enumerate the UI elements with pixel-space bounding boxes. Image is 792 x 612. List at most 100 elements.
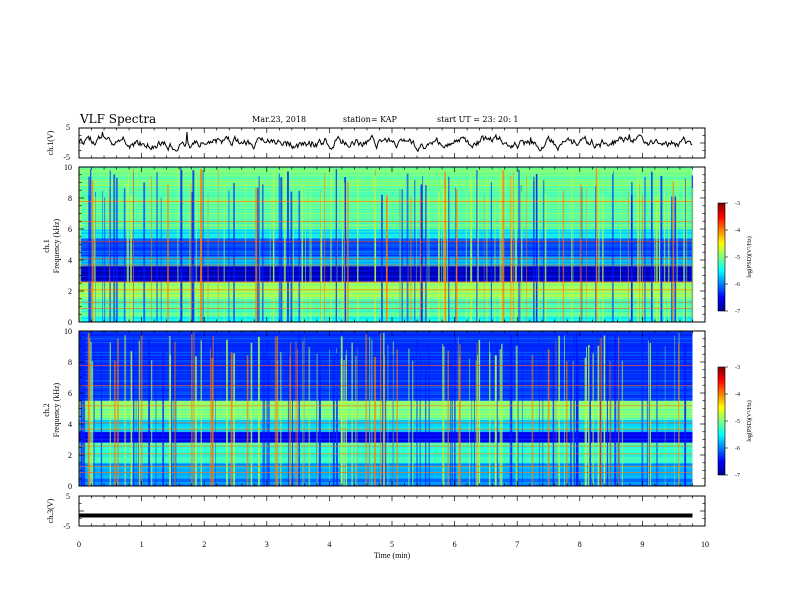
ch2-spectrogram-ticks: 0 2 4 6 8 10	[64, 327, 706, 491]
spectrogram-streak	[297, 349, 298, 486]
spectrogram-texture	[79, 193, 693, 195]
spectrogram-streak	[162, 352, 165, 486]
y-tick-label: 8	[68, 194, 72, 203]
spectrogram-streak	[87, 333, 90, 486]
spectrogram-streak	[140, 334, 143, 486]
spectrogram-texture	[79, 211, 693, 213]
spectrogram-streak	[684, 344, 687, 486]
spectrogram-texture	[79, 340, 693, 342]
spectrogram-streak	[200, 339, 202, 486]
spectrogram-streak	[494, 197, 496, 322]
spectrogram-streak	[612, 171, 614, 322]
spectrogram-streak	[109, 170, 111, 322]
ch1-spectrogram-panel: 0 2 4 6 8 10 ch.1 Frequency (kHz)	[42, 163, 706, 327]
spectrogram-streak	[257, 187, 259, 322]
figure-title: VLF Spectra	[79, 112, 156, 126]
spectrogram-streak	[641, 334, 644, 486]
spectrogram-texture	[79, 338, 693, 339]
spectrogram-texture	[79, 168, 693, 170]
spectrogram-streak	[330, 175, 332, 322]
spectrogram-texture	[79, 316, 693, 318]
spectrogram-streak	[522, 346, 524, 486]
spectrogram-streak	[143, 182, 146, 322]
header-date: Mar.23, 2018	[252, 115, 306, 124]
spectrogram-streak	[674, 335, 676, 486]
spectrogram-streak	[573, 337, 575, 486]
spectrogram-streak	[410, 358, 413, 486]
spectrogram-texture	[79, 309, 693, 311]
spectrogram-streak	[175, 344, 177, 486]
spectrogram-streak	[170, 337, 173, 486]
spectrogram-texture	[79, 272, 693, 273]
ch2-colorbar-ticks: -3 -4 -5 -6 -7	[725, 365, 740, 479]
spectrogram-texture	[79, 197, 693, 199]
ch2-spectrogram-panel: 0 2 4 6 8 10 ch.2 Frequency (kHz)	[42, 327, 706, 491]
spectrogram-carrier-line	[79, 301, 693, 303]
spectrogram-streak	[678, 342, 680, 486]
spectrogram-streak	[93, 345, 95, 486]
spectrogram-carrier-line	[79, 289, 693, 291]
y-tick-label: 6	[68, 225, 72, 234]
x-tick-label: 3	[265, 540, 269, 549]
spectrogram-streak	[290, 191, 293, 322]
spectrogram-streak	[298, 190, 301, 322]
spectrogram-streak	[173, 346, 175, 486]
colorbar-tick-label: -5	[735, 419, 740, 425]
colorbar-tick-label: -6	[735, 446, 740, 452]
time-axis-tick-labels: 0 1 2 3 4 5 6 7 8 9 10	[77, 540, 709, 549]
spectrogram-texture	[79, 298, 693, 300]
spectrogram-streak	[595, 168, 598, 322]
spectrogram-streak	[190, 183, 192, 322]
spectrogram-texture	[79, 255, 693, 256]
spectrogram-texture	[79, 262, 693, 263]
spectrogram-texture	[79, 176, 693, 178]
ch2-spectrogram-image	[79, 331, 693, 486]
ch2-colorbar-gradient	[717, 366, 726, 476]
spectrogram-texture	[79, 183, 693, 185]
ch1-colorbar-ticks: -3 -4 -5 -6 -7	[725, 201, 740, 315]
spectrogram-streak	[598, 181, 600, 322]
spectrogram-streak	[558, 335, 560, 486]
spectrogram-streak	[295, 341, 297, 486]
spectrogram-streak	[425, 185, 427, 322]
spectrogram-streak	[332, 357, 335, 486]
spectrogram-streak	[465, 189, 467, 322]
spectrogram-texture	[79, 209, 693, 210]
spectrogram-streak	[287, 339, 289, 486]
spectrogram-streak	[609, 361, 612, 486]
spectrogram-streak	[301, 185, 304, 322]
spectrogram-streak	[658, 192, 661, 322]
spectrogram-streak	[80, 190, 82, 322]
spectrogram-streak	[408, 348, 410, 486]
spectrogram-carrier-line	[79, 241, 693, 243]
spectrogram-streak	[441, 168, 443, 322]
ch3-waveform-panel: 5 -5 ch.3(V) 0 1 2 3 4 5 6 7 8 9 10 Time (min)	[46, 492, 709, 560]
spectrogram-streak	[510, 333, 513, 486]
spectrogram-texture	[79, 290, 693, 291]
spectrogram-streak	[514, 188, 517, 322]
ch1-spectrogram-ticks: 0 2 4 6 8 10	[64, 163, 706, 327]
spectrogram-streak	[127, 173, 130, 322]
spectrogram-texture	[79, 251, 693, 252]
spectrogram-streak	[336, 179, 338, 322]
spectrogram-streak	[344, 177, 347, 322]
y-tick-label: 4	[68, 420, 72, 429]
spectrogram-streak	[396, 349, 398, 486]
y-tick-label: 10	[64, 327, 72, 336]
spectrogram-streak	[148, 338, 150, 486]
spectrogram-streak	[329, 349, 330, 486]
spectrogram-streak	[233, 353, 235, 486]
x-tick-label: 4	[327, 540, 331, 549]
spectrogram-streak	[292, 349, 293, 486]
spectrogram-texture	[79, 286, 693, 287]
spectrogram-texture	[79, 300, 693, 301]
spectrogram-streak	[130, 194, 132, 322]
spectrogram-streak	[499, 349, 502, 486]
spectrogram-streak	[595, 185, 596, 322]
ch1-colorbar-label: log(PSD)(V²/Hz)	[746, 236, 753, 277]
spectrogram-streak	[455, 187, 457, 322]
spectrogram-texture	[79, 210, 693, 212]
spectrogram-streak	[676, 178, 678, 322]
ch3-ytick-top: 5	[66, 492, 70, 501]
spectrogram-texture	[79, 305, 693, 307]
